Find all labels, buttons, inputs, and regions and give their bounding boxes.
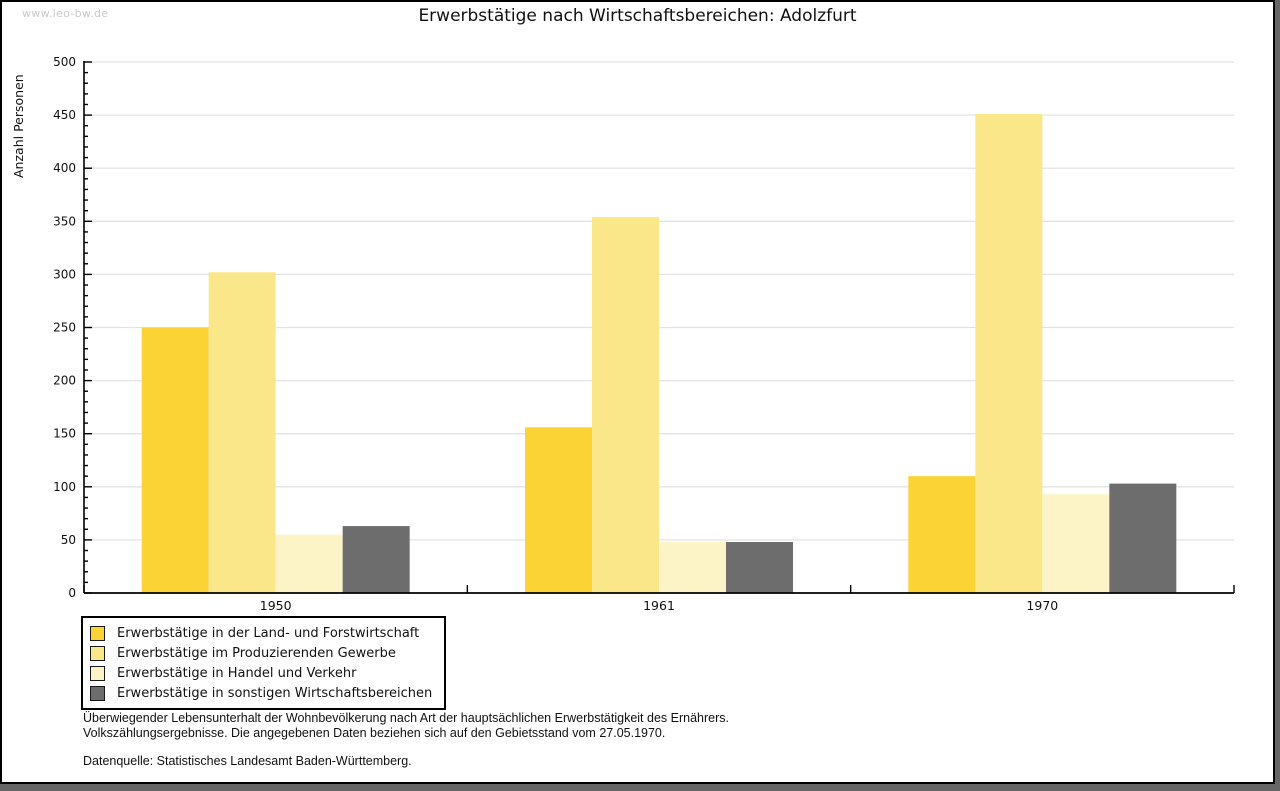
y-tick-label: 450 [53, 108, 76, 122]
y-tick-label: 300 [53, 267, 76, 281]
legend-label: Erwerbstätige in sonstigen Wirtschaftsbe… [117, 685, 433, 701]
bar-1950-series-1 [141, 327, 209, 593]
y-tick-label: 50 [61, 533, 76, 547]
bar-1961-series-3 [659, 542, 726, 593]
chart-legend: Erwerbstätige in der Land- und Forstwirt… [81, 616, 447, 710]
y-tick-label: 0 [68, 586, 76, 600]
bar-1950-series-3 [275, 534, 343, 593]
legend-label: Erwerbstätige im Produzierenden Gewerbe [117, 645, 396, 661]
legend-swatch-icon [90, 665, 105, 681]
legend-swatch-icon [90, 625, 105, 641]
legend-item: Erwerbstätige in der Land- und Forstwirt… [90, 623, 432, 643]
bar-1961-series-1 [525, 427, 592, 593]
bar-1970-series-1 [908, 476, 976, 593]
y-tick-label: 350 [53, 214, 76, 228]
y-tick-label: 250 [53, 321, 76, 335]
legend-swatch-icon [90, 645, 105, 661]
bar-1961-series-4 [726, 542, 793, 593]
bar-1970-series-4 [1109, 483, 1177, 593]
legend-label: Erwerbstätige in der Land- und Forstwirt… [117, 625, 420, 641]
footnotes: Überwiegender Lebensunterhalt der Wohnbe… [83, 711, 729, 769]
data-source-line: Datenquelle: Statistisches Landesamt Bad… [83, 754, 412, 768]
watermark: www.leo-bw.de [22, 7, 109, 20]
bar-1950-series-2 [208, 272, 276, 593]
footnote-line-1: Überwiegender Lebensunterhalt der Wohnbe… [83, 711, 729, 725]
bar-1970-series-3 [1042, 494, 1110, 593]
chart-title: Erwerbstätige nach Wirtschaftsbereichen:… [418, 6, 857, 26]
x-tick-label: 1970 [1026, 598, 1058, 613]
legend-item: Erwerbstätige im Produzierenden Gewerbe [90, 643, 432, 663]
legend-item: Erwerbstätige in sonstigen Wirtschaftsbe… [90, 683, 432, 703]
bar-1961-series-2 [592, 217, 659, 593]
y-tick-label: 200 [53, 374, 76, 388]
y-tick-label: 400 [53, 161, 76, 175]
bar-1970-series-2 [975, 114, 1043, 594]
bar-chart-canvas: 1950 1961 1970 0 50 100 150 200 250 300 350 400 450 5… [11, 55, 1235, 613]
legend-item: Erwerbstätige in Handel und Verkehr [90, 663, 432, 683]
footnote-line-2: Volkszählungsergebnisse. Die angegebenen… [83, 725, 666, 740]
bar-1950-series-4 [342, 526, 410, 593]
legend-label: Erwerbstätige in Handel und Verkehr [117, 665, 357, 681]
y-tick-label: 100 [53, 480, 76, 494]
x-tick-label: 1961 [643, 598, 675, 613]
y-tick-label: 150 [53, 427, 76, 441]
legend-swatch-icon [90, 685, 105, 701]
y-axis-title: Anzahl Personen [11, 74, 26, 178]
y-tick-label: 500 [53, 55, 76, 69]
x-tick-label: 1950 [260, 598, 292, 613]
